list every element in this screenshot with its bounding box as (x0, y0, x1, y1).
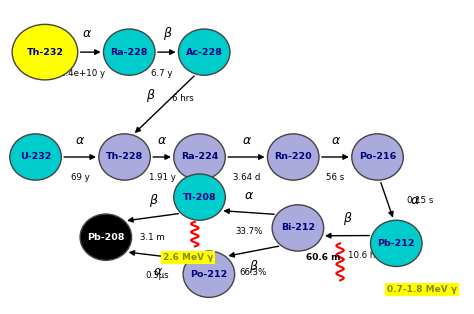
Ellipse shape (272, 205, 324, 251)
Ellipse shape (174, 174, 225, 220)
Text: β: β (146, 89, 155, 102)
Text: Ra-228: Ra-228 (110, 48, 148, 57)
Ellipse shape (12, 24, 78, 80)
Text: β: β (249, 260, 257, 273)
Text: β: β (163, 27, 171, 40)
Ellipse shape (174, 134, 225, 180)
Text: 66.3%: 66.3% (240, 268, 267, 277)
Text: 0.15 s: 0.15 s (407, 196, 433, 205)
Text: Po-212: Po-212 (190, 270, 228, 279)
Ellipse shape (183, 251, 235, 297)
Text: β: β (343, 212, 351, 225)
Text: α: α (242, 133, 250, 147)
Text: α: α (331, 133, 339, 147)
Ellipse shape (80, 214, 132, 260)
Text: Pb-208: Pb-208 (87, 233, 125, 242)
Text: α: α (83, 27, 91, 40)
Ellipse shape (371, 220, 422, 267)
Text: Th-228: Th-228 (106, 153, 143, 161)
Text: Bi-212: Bi-212 (281, 224, 315, 232)
Text: β: β (149, 194, 157, 207)
Text: 1.4e+10 y: 1.4e+10 y (60, 69, 105, 78)
Text: α: α (76, 133, 84, 147)
Text: 0.7-1.8 MeV γ: 0.7-1.8 MeV γ (387, 285, 457, 294)
Text: 56 s: 56 s (326, 173, 345, 181)
Ellipse shape (99, 134, 150, 180)
Ellipse shape (103, 29, 155, 75)
Text: 6.7 y: 6.7 y (151, 69, 173, 78)
Text: Ra-224: Ra-224 (181, 153, 218, 161)
Text: α: α (158, 133, 166, 147)
Text: 69 y: 69 y (71, 173, 90, 181)
Text: 10.6 hrs: 10.6 hrs (348, 251, 383, 260)
Text: α: α (245, 189, 253, 202)
Text: 6 hrs: 6 hrs (172, 94, 194, 103)
Text: 3.1 m: 3.1 m (140, 233, 165, 242)
Text: Th-232: Th-232 (27, 48, 64, 57)
Text: 33.7%: 33.7% (235, 226, 263, 236)
Text: Pb-212: Pb-212 (377, 239, 415, 248)
Text: 3.64 d: 3.64 d (233, 173, 260, 181)
Text: Tl-208: Tl-208 (182, 192, 216, 202)
Text: 0.3μs: 0.3μs (146, 271, 169, 280)
Text: Po-216: Po-216 (359, 153, 396, 161)
Text: 1.91 y: 1.91 y (149, 173, 175, 181)
Ellipse shape (267, 134, 319, 180)
Text: α: α (411, 194, 419, 207)
Text: Ac-228: Ac-228 (186, 48, 223, 57)
Text: 60.6 m: 60.6 m (306, 253, 341, 262)
Ellipse shape (352, 134, 403, 180)
Ellipse shape (178, 29, 230, 75)
Text: U-232: U-232 (20, 153, 51, 161)
Text: α: α (153, 265, 162, 278)
Ellipse shape (10, 134, 61, 180)
Text: 2.6 MeV γ: 2.6 MeV γ (163, 253, 213, 262)
Text: Rn-220: Rn-220 (274, 153, 312, 161)
